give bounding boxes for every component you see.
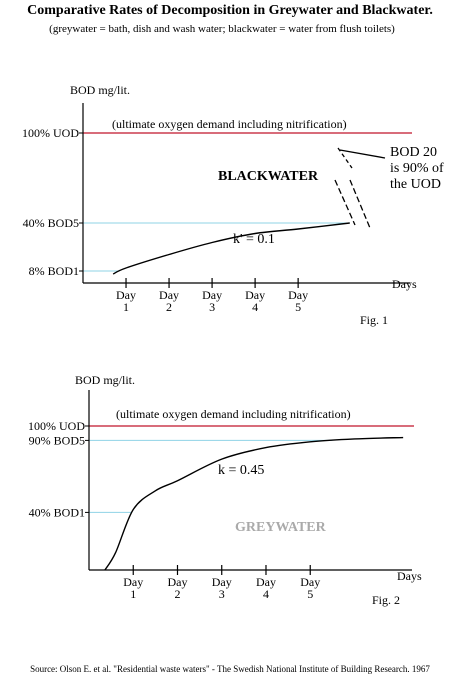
x-label: Days	[397, 569, 422, 583]
y-tick-label: 90% BOD5	[29, 433, 85, 447]
y-tick-label: 100% UOD	[28, 419, 85, 433]
curve	[112, 222, 350, 275]
annotation: BOD 20	[390, 145, 437, 160]
x-tick-label: Day 4	[245, 288, 265, 314]
subtitle: (greywater = bath, dish and wash water; …	[49, 23, 395, 35]
figure-label: Fig. 2	[372, 593, 400, 607]
annotation: GREYWATER	[235, 520, 327, 535]
y-tick-label: 40% BOD1	[29, 505, 85, 519]
annotation: (ultimate oxygen demand including nitrif…	[116, 407, 351, 421]
x-tick-label: Day 1	[123, 575, 143, 601]
x-label: Days	[392, 277, 417, 291]
y-label: BOD mg/lit.	[75, 373, 135, 387]
annotation: the UOD	[390, 177, 441, 192]
annotation: is 90% of	[390, 161, 444, 176]
x-tick-label: Day 1	[116, 288, 136, 314]
y-label: BOD mg/lit.	[70, 83, 130, 97]
curve	[104, 436, 404, 571]
annotation: BLACKWATER	[218, 169, 319, 184]
y-tick-label: 8% BOD1	[29, 264, 79, 278]
y-tick-label: 100% UOD	[22, 126, 79, 140]
annotation: k = 0.45	[218, 463, 264, 478]
x-tick-label: Day 3	[202, 288, 222, 314]
x-tick-label: Day 5	[288, 288, 308, 314]
annotation: (ultimate oxygen demand including nitrif…	[112, 117, 347, 131]
x-tick-label: Day 2	[167, 575, 187, 601]
title: Comparative Rates of Decomposition in Gr…	[27, 3, 433, 18]
x-tick-label: Day 5	[300, 575, 320, 601]
y-tick-label: 40% BOD5	[23, 216, 79, 230]
x-tick-label: Day 4	[256, 575, 276, 601]
figure-label: Fig. 1	[360, 313, 388, 327]
x-tick-label: Day 2	[159, 288, 179, 314]
bod20-pointer	[334, 147, 386, 229]
x-tick-label: Day 3	[212, 575, 232, 601]
source: Source: Olson E. et al. "Residential was…	[30, 664, 430, 674]
